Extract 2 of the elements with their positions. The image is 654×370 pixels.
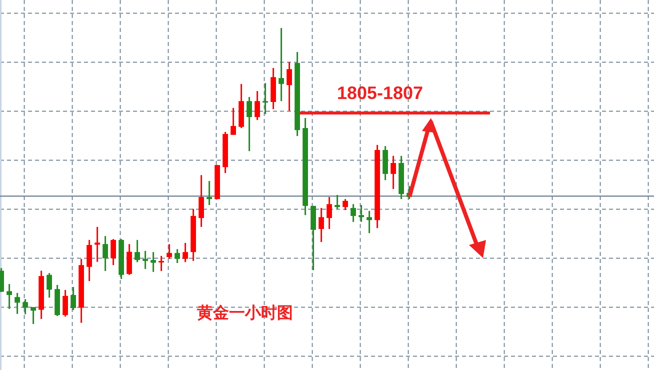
annotation: 黄金一小时图	[197, 305, 293, 322]
annotation: 1805-1807	[336, 83, 424, 103]
